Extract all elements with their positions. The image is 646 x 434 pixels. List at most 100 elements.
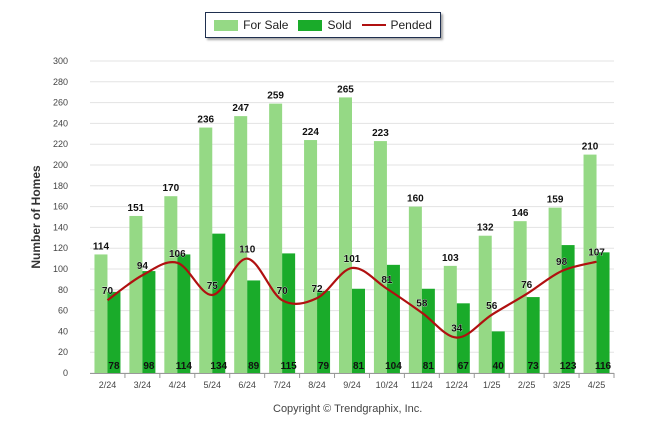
data-label-for-sale: 259	[267, 91, 284, 102]
data-label-for-sale: 223	[372, 128, 389, 139]
y-axis-title: Number of Homes	[29, 165, 43, 269]
x-tick-label: 2/24	[99, 380, 117, 390]
data-label-sold: 78	[108, 361, 120, 372]
data-label-for-sale: 151	[128, 203, 145, 214]
bar-sold	[491, 331, 505, 373]
y-tick-label: 100	[53, 264, 68, 274]
legend-label-sold: Sold	[327, 18, 352, 32]
data-label-pended: 98	[556, 257, 568, 268]
legend-label-for-sale: For Sale	[243, 18, 289, 32]
data-label-for-sale: 265	[337, 84, 354, 95]
data-label-sold: 40	[493, 361, 505, 372]
bar-for-sale	[478, 235, 492, 373]
bar-sold	[247, 280, 261, 373]
y-tick-label: 80	[58, 285, 68, 295]
bar-sold	[107, 291, 121, 373]
legend-label-pended: Pended	[390, 18, 432, 32]
data-label-pended: 56	[486, 301, 498, 312]
data-label-pended: 101	[344, 254, 361, 265]
data-label-pended: 106	[169, 249, 186, 260]
data-label-pended: 75	[207, 281, 219, 292]
legend-swatch-sold	[298, 19, 323, 31]
x-tick-label: 4/25	[588, 380, 606, 390]
legend-swatch-for-sale	[214, 19, 239, 31]
x-tick-label: 1/25	[483, 380, 501, 390]
data-label-pended: 34	[451, 324, 463, 335]
data-label-sold: 73	[528, 361, 540, 372]
data-label-for-sale: 247	[232, 103, 249, 114]
x-tick-label: 8/24	[308, 380, 326, 390]
data-label-pended: 76	[521, 280, 533, 291]
x-tick-label: 2/25	[518, 380, 536, 390]
bar-for-sale	[408, 206, 422, 373]
x-tick-label: 10/24	[376, 380, 399, 390]
y-tick-label: 140	[53, 222, 68, 232]
data-label-sold: 89	[248, 361, 260, 372]
bar-sold	[596, 252, 610, 373]
data-label-for-sale: 132	[477, 223, 494, 234]
x-tick-label: 9/24	[343, 380, 361, 390]
data-label-for-sale: 210	[582, 142, 599, 153]
x-tick-label: 6/24	[238, 380, 256, 390]
bar-sold	[317, 290, 331, 373]
bar-for-sale	[548, 207, 562, 373]
data-label-sold: 114	[176, 361, 193, 372]
x-tick-label: 7/24	[273, 380, 291, 390]
y-tick-label: 300	[53, 56, 68, 66]
y-tick-label: 260	[53, 98, 68, 108]
data-label-sold: 79	[318, 361, 330, 372]
bar-for-sale	[164, 196, 178, 373]
data-label-for-sale: 224	[302, 127, 319, 138]
y-tick-label: 120	[53, 243, 68, 253]
data-label-sold: 104	[385, 361, 402, 372]
bar-sold	[561, 245, 575, 373]
data-label-for-sale: 114	[93, 241, 110, 252]
y-tick-label: 0	[63, 368, 68, 378]
y-tick-label: 240	[53, 118, 68, 128]
data-label-pended: 70	[102, 286, 114, 297]
bar-for-sale	[94, 254, 108, 373]
legend-item-for-sale[interactable]: For Sale	[214, 18, 288, 32]
y-tick-label: 60	[58, 306, 68, 316]
data-label-pended: 94	[137, 261, 149, 272]
data-label-sold: 134	[210, 361, 227, 372]
data-label-pended: 110	[239, 245, 256, 256]
legend-item-pended[interactable]: Pended	[361, 18, 432, 32]
bar-for-sale	[373, 141, 387, 373]
x-tick-label: 3/25	[553, 380, 571, 390]
data-label-for-sale: 236	[197, 115, 214, 126]
bar-sold	[282, 253, 296, 373]
bar-sold	[212, 233, 226, 373]
legend: For Sale Sold Pended	[205, 12, 441, 38]
data-label-for-sale: 146	[512, 208, 529, 219]
bar-for-sale	[443, 265, 457, 373]
bar-sold	[421, 288, 435, 373]
x-tick-label: 4/24	[169, 380, 187, 390]
bar-for-sale	[304, 140, 318, 373]
data-label-pended: 72	[312, 284, 324, 295]
bar-for-sale	[269, 103, 283, 373]
bar-sold	[352, 288, 365, 373]
data-label-for-sale: 159	[547, 195, 564, 206]
y-tick-label: 280	[53, 77, 68, 87]
y-tick-label: 220	[53, 139, 68, 149]
data-label-pended: 107	[588, 248, 605, 259]
x-tick-label: 3/24	[134, 380, 152, 390]
bar-for-sale	[129, 215, 143, 373]
data-label-sold: 67	[458, 361, 470, 372]
bar-for-sale	[199, 127, 213, 373]
bar-sold	[456, 303, 470, 373]
legend-item-sold[interactable]: Sold	[298, 18, 352, 32]
x-tick-label: 11/24	[411, 380, 433, 390]
bar-for-sale	[339, 97, 352, 374]
data-label-sold: 81	[353, 361, 365, 372]
data-label-for-sale: 170	[162, 183, 179, 194]
copyright-text: Copyright © Trendgraphix, Inc.	[273, 403, 423, 415]
data-label-pended: 81	[381, 275, 393, 286]
x-tick-label: 5/24	[204, 380, 222, 390]
bar-sold	[142, 271, 156, 373]
data-label-for-sale: 160	[407, 194, 424, 205]
y-tick-label: 180	[53, 181, 68, 191]
x-tick-label: 12/24	[446, 380, 469, 390]
